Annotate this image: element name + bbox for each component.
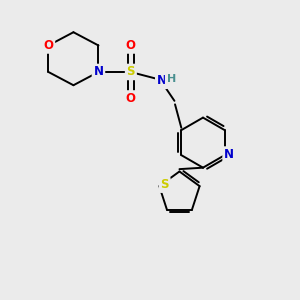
Text: O: O [126,92,136,105]
Text: S: S [160,178,169,191]
Text: O: O [44,39,53,52]
Text: N: N [94,65,103,79]
Text: N: N [224,148,234,161]
Text: N: N [157,74,167,87]
Text: H: H [167,74,176,84]
Text: S: S [127,65,135,79]
Text: O: O [126,39,136,52]
